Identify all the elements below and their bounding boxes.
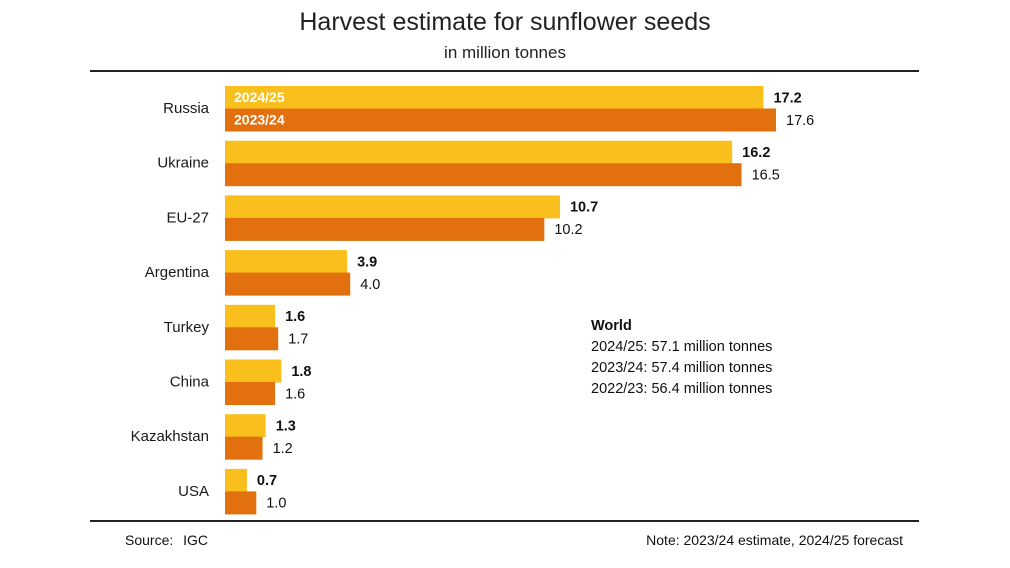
bar-kazakhstan-2024-25	[225, 414, 266, 438]
value-label-ukraine-2023-24: 16.5	[752, 168, 780, 184]
category-label-kazakhstan: Kazakhstan	[131, 428, 209, 445]
chart-title: Harvest estimate for sunflower seeds	[299, 8, 711, 36]
source-value: IGC	[183, 532, 209, 548]
value-label-ukraine-2024-25: 16.2	[742, 145, 770, 161]
bar-russia-2024-25	[225, 86, 764, 109]
bar-china-2024-25	[225, 359, 282, 383]
bar-kazakhstan-2023-24	[225, 436, 263, 460]
value-label-kazakhstan-2023-24: 1.2	[273, 441, 293, 457]
value-label-turkey-2024-25: 1.6	[285, 309, 305, 325]
world-line-2023-24: 2023/24: 57.4 million tonnes	[591, 360, 773, 376]
value-label-russia-2024-25: 17.2	[773, 90, 801, 106]
bar-usa-2024-25	[225, 468, 247, 492]
footnote: Note: 2023/24 estimate, 2024/25 forecast	[646, 532, 903, 548]
top-rule	[90, 70, 919, 72]
world-line-2024-25: 2024/25: 57.1 million tonnes	[591, 339, 773, 355]
value-label-turkey-2023-24: 1.7	[288, 332, 308, 348]
value-label-china-2023-24: 1.6	[285, 386, 305, 402]
category-label-ukraine: Ukraine	[157, 155, 209, 172]
value-label-usa-2024-25: 0.7	[257, 473, 277, 489]
bar-eu-27-2023-24	[225, 217, 545, 241]
bar-china-2023-24	[225, 382, 276, 405]
category-label-usa: USA	[178, 483, 209, 500]
chart-subtitle: in million tonnes	[444, 43, 566, 62]
bar-usa-2023-24	[225, 491, 257, 515]
bar-ukraine-2023-24	[225, 163, 742, 187]
value-label-usa-2023-24: 1.0	[266, 496, 286, 512]
legend-label-2023-24: 2023/24	[234, 112, 285, 128]
value-label-eu-27-2024-25: 10.7	[570, 200, 598, 216]
bar-turkey-2023-24	[225, 327, 279, 351]
source-note: Source: IGC	[125, 532, 208, 548]
bar-turkey-2024-25	[225, 304, 276, 328]
value-label-eu-27-2023-24: 10.2	[554, 222, 582, 238]
category-label-turkey: Turkey	[164, 319, 210, 336]
world-line-2022-23: 2022/23: 56.4 million tonnes	[591, 381, 773, 397]
world-heading: World	[591, 318, 632, 334]
category-label-china: China	[170, 373, 210, 390]
category-label-russia: Russia	[163, 100, 210, 117]
category-label-argentina: Argentina	[145, 264, 210, 281]
value-label-russia-2023-24: 17.6	[786, 113, 814, 129]
bar-argentina-2024-25	[225, 250, 348, 274]
bar-eu-27-2024-25	[225, 195, 560, 219]
value-label-argentina-2024-25: 3.9	[357, 254, 377, 270]
value-label-argentina-2023-24: 4.0	[360, 277, 380, 293]
legend-label-2024-25: 2024/25	[234, 89, 285, 105]
category-label-eu-27: EU-27	[166, 209, 209, 226]
source-label: Source:	[125, 532, 174, 548]
world-summary: World 2024/25: 57.1 million tonnes 2023/…	[591, 316, 772, 400]
bar-russia-2023-24	[225, 108, 776, 132]
value-label-kazakhstan-2024-25: 1.3	[276, 419, 296, 435]
bar-argentina-2023-24	[225, 272, 351, 296]
bottom-rule	[90, 520, 919, 522]
bar-ukraine-2024-25	[225, 140, 733, 164]
value-label-china-2024-25: 1.8	[291, 364, 311, 380]
